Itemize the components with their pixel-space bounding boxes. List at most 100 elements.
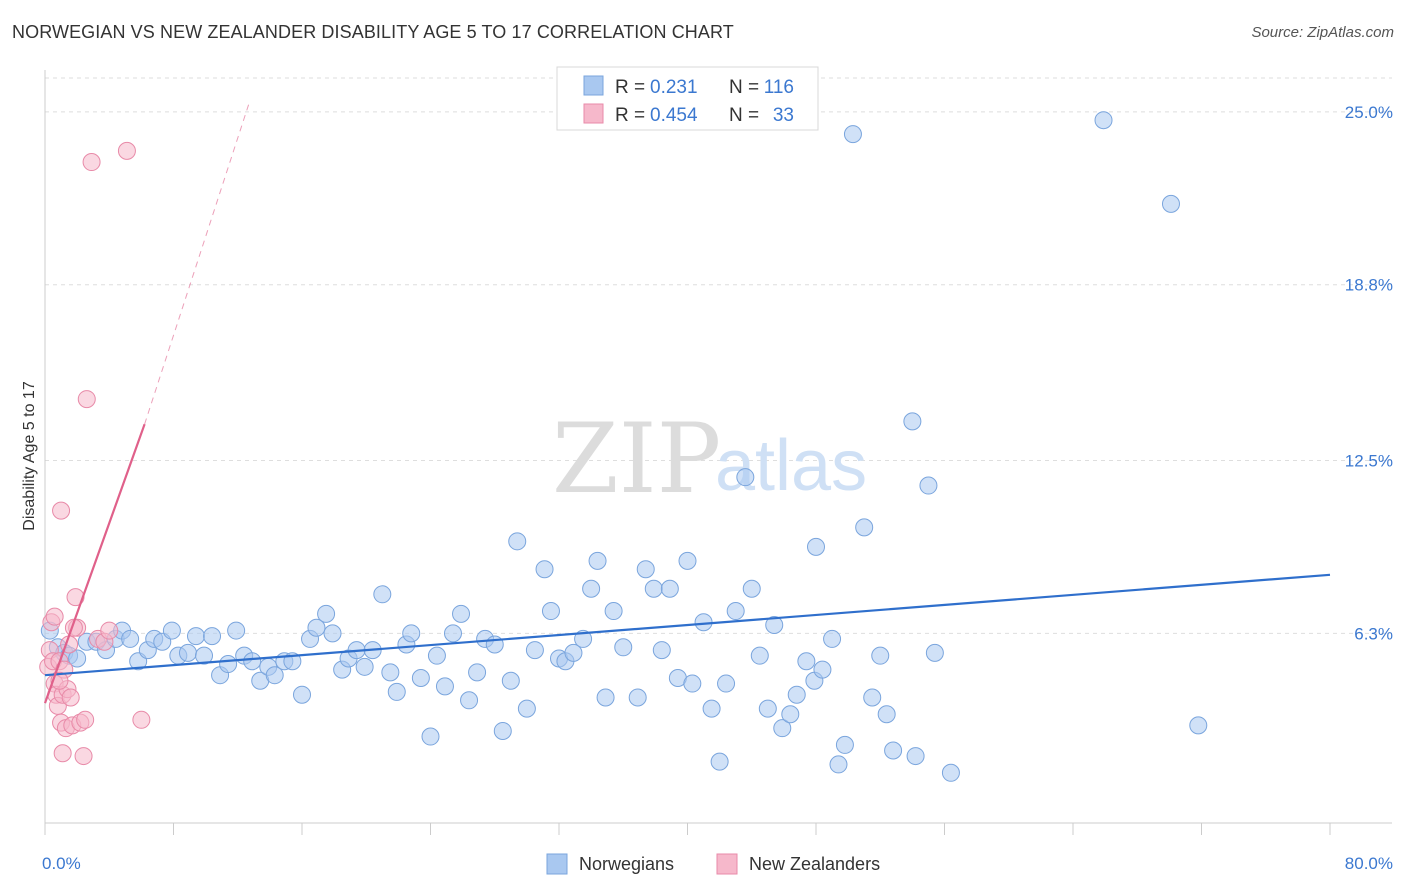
norwegian-point-28 [265, 666, 284, 685]
norwegian-trend-line [44, 573, 1331, 677]
norwegian-point-73 [636, 560, 655, 579]
norwegian-point-89 [765, 615, 784, 634]
legend-n-label-1: N = [729, 105, 759, 126]
norwegian-point-88 [758, 699, 777, 718]
x-tick-label-0: 0.0% [42, 854, 81, 873]
chart-title: NORWEGIAN VS NEW ZEALANDER DISABILITY AG… [12, 22, 734, 42]
data-points [39, 111, 1208, 782]
norwegian-point-84 [726, 602, 745, 621]
norwegian-point-103 [871, 646, 890, 665]
norwegian-point-4 [68, 649, 87, 668]
new-zealander-point-29 [132, 710, 151, 729]
new-zealander-point-18 [66, 588, 85, 607]
tick-labels: 6.3% 12.5% 18.8% 25.0% 0.0% 80.0% [42, 103, 1393, 873]
norwegian-point-111 [1094, 111, 1113, 130]
norwegian-point-53 [468, 663, 487, 682]
norwegian-point-33 [307, 618, 326, 637]
norwegian-point-65 [564, 643, 583, 662]
legend-swatch-0 [583, 75, 604, 96]
norwegian-point-71 [614, 638, 633, 657]
norwegian-point-35 [323, 624, 342, 643]
norwegian-point-90 [773, 719, 792, 738]
new-zealander-point-16 [52, 501, 71, 520]
new-zealander-trend-extension [144, 103, 250, 425]
norwegian-point-95 [807, 537, 825, 556]
norwegian-point-79 [683, 674, 702, 693]
norwegian-point-15 [162, 621, 181, 640]
norwegian-point-106 [903, 412, 922, 431]
legend-r-label-0: R = [615, 77, 645, 98]
norwegian-point-47 [421, 727, 440, 746]
norwegian-point-41 [373, 585, 392, 604]
norwegian-point-34 [317, 604, 336, 623]
legend-swatch-1 [583, 103, 604, 124]
norwegian-point-78 [678, 551, 697, 570]
norwegian-point-52 [460, 691, 479, 710]
watermark-atlas: atlas [715, 426, 867, 506]
norwegian-point-97 [823, 629, 842, 648]
norwegian-point-59 [517, 699, 536, 718]
norwegian-point-82 [710, 752, 729, 771]
new-zealander-point-27 [100, 621, 119, 640]
norwegian-point-20 [203, 627, 222, 646]
norwegian-point-57 [501, 671, 520, 690]
bottom-legend-label-1: New Zealanders [749, 854, 880, 874]
legend-n-value-1: 33 [773, 105, 794, 126]
norwegian-point-72 [628, 688, 647, 707]
y-axis-label: Disability Age 5 to 17 [21, 381, 38, 531]
norwegian-point-58 [508, 532, 527, 551]
norwegian-point-56 [493, 721, 512, 740]
new-zealander-point-22 [76, 710, 95, 729]
norwegian-point-19 [195, 646, 214, 665]
norwegian-point-75 [652, 641, 671, 660]
norwegian-point-113 [1189, 716, 1208, 735]
norwegian-point-50 [443, 624, 462, 643]
norwegian-point-83 [717, 674, 736, 693]
norwegian-point-23 [227, 621, 246, 640]
watermark: ZIP atlas [552, 403, 867, 515]
norwegian-point-85 [736, 468, 755, 487]
y-tick-label-3: 25.0% [1345, 103, 1393, 122]
norwegian-point-48 [427, 646, 446, 665]
norwegian-point-112 [1161, 194, 1180, 213]
norwegian-point-96 [813, 660, 832, 679]
norwegian-point-42 [381, 663, 400, 682]
norwegian-point-110 [941, 763, 960, 782]
norwegian-point-51 [452, 604, 471, 623]
legend-n-value-0: 116 [764, 77, 794, 98]
norwegian-point-81 [702, 699, 721, 718]
bottom-legend-label-0: Norwegians [579, 854, 674, 874]
new-zealander-point-24 [82, 153, 101, 172]
norwegian-point-22 [219, 655, 238, 674]
legend-r-value-1: 0.454 [650, 105, 698, 126]
norwegian-point-10 [121, 629, 140, 648]
norwegian-point-87 [750, 646, 769, 665]
bottom-legend-swatch-0 [546, 853, 568, 875]
new-zealander-point-28 [117, 141, 136, 160]
norwegian-point-102 [863, 688, 882, 707]
legend: R = 0.231 N = 116 R = 0.454 N = 33 [556, 66, 819, 131]
norwegian-point-98 [829, 755, 848, 774]
norwegian-point-101 [855, 518, 874, 537]
watermark-zip: ZIP [552, 403, 721, 515]
norwegian-point-67 [582, 579, 601, 598]
norwegian-point-69 [596, 688, 615, 707]
norwegian-point-61 [535, 560, 554, 579]
norwegian-point-45 [402, 624, 421, 643]
new-zealander-point-17 [53, 744, 72, 763]
legend-r-label-1: R = [615, 105, 645, 126]
norwegian-point-91 [781, 705, 800, 724]
norwegian-point-93 [797, 652, 816, 671]
norwegian-point-105 [884, 741, 903, 760]
norwegian-point-25 [243, 652, 262, 671]
norwegian-point-107 [906, 747, 925, 766]
y-tick-label-1: 12.5% [1345, 451, 1393, 470]
norwegian-point-18 [186, 627, 205, 646]
norwegian-point-62 [541, 602, 560, 621]
legend-n-label-0: N = [729, 77, 759, 98]
norwegian-point-60 [525, 641, 544, 660]
norwegian-point-100 [843, 125, 862, 144]
norwegian-point-76 [660, 579, 679, 598]
bottom-legend-swatch-1 [716, 853, 738, 875]
